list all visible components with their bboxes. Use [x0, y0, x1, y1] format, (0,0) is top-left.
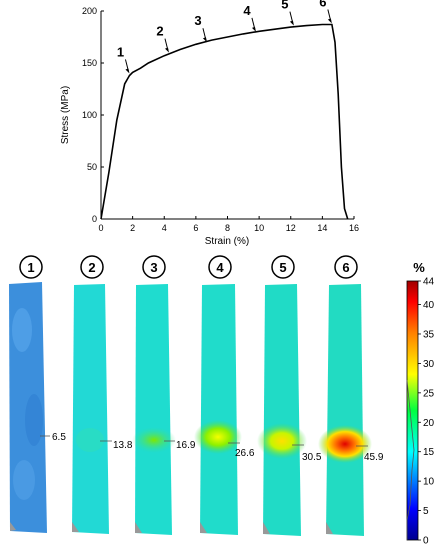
panel-3-field: [135, 284, 172, 535]
annotation-arrowhead: [202, 37, 207, 43]
panel-5-field: [263, 284, 301, 536]
annotation-arrowhead: [125, 68, 130, 74]
colorbar-gradient: [406, 280, 419, 541]
colorbar-tick-label: 5: [423, 506, 429, 517]
panel-6-grip: [326, 522, 333, 534]
panel-1-number-circle: [19, 255, 43, 279]
panel-2-field: [72, 284, 109, 534]
colorbar-tick-label: 20: [423, 418, 435, 429]
x-tick-label: 6: [193, 223, 198, 233]
panel-2-patch: [76, 428, 104, 452]
x-tick-label: 8: [225, 223, 230, 233]
strain-field-panels: 1 6.5 2 13.8 3 16.9: [9, 255, 384, 536]
x-ticks: 0 2 4 6 8 10 12 14 16: [98, 216, 359, 233]
x-tick-label: 12: [286, 223, 296, 233]
panel-3-hotspot: [132, 427, 176, 453]
panel-3-number-circle: [142, 255, 166, 279]
panel-3-number: 3: [150, 260, 157, 275]
x-tick-label: 4: [162, 223, 167, 233]
panel-5-value: 30.5: [302, 452, 322, 463]
x-tick-label: 0: [98, 223, 103, 233]
annotation-label: 2: [156, 24, 163, 39]
x-tick-label: 16: [349, 223, 359, 233]
panel-4-grip: [200, 522, 207, 533]
panel-1-patch: [13, 460, 35, 500]
panel-3-grip: [135, 522, 142, 533]
annotation-arrowhead: [327, 18, 332, 24]
panel-4-hotspot: [194, 420, 242, 454]
panel-5: 5 30.5: [257, 255, 322, 536]
panel-1-patch: [12, 308, 32, 352]
y-ticks: 0 50 100 150 200: [82, 6, 104, 224]
panel-4: 4 26.6: [194, 255, 255, 535]
colorbar-tick-label: 30: [423, 359, 435, 370]
annotation-label: 1: [117, 44, 124, 59]
point-annotations: 1 2 3 4 5 6: [117, 0, 332, 74]
x-tick-label: 10: [254, 223, 264, 233]
panel-2: 2 13.8: [72, 255, 133, 534]
colorbar-ticks: 0 5 10 15 20 25 30 35 40 44: [418, 277, 435, 547]
annotation-arrowhead: [164, 47, 169, 53]
panel-1-patch: [25, 394, 43, 446]
panel-5-grip: [263, 522, 270, 534]
panel-4-number-circle: [208, 255, 232, 279]
panel-5-hotspot: [257, 423, 307, 459]
panel-4-value: 26.6: [235, 448, 255, 459]
colorbar-tick-label: 15: [423, 447, 435, 458]
annotation-arrowhead: [251, 26, 256, 32]
colorbar-tick-label: 10: [423, 477, 435, 488]
annotation-label: 3: [194, 13, 201, 28]
colorbar-tick-label: 25: [423, 388, 435, 399]
panel-1-value: 6.5: [52, 432, 66, 443]
panel-6-number: 6: [342, 260, 349, 275]
series-line: [100, 23, 349, 220]
x-axis-label: Strain (%): [205, 236, 249, 247]
panel-4-number: 4: [216, 260, 224, 275]
y-tick-label: 200: [82, 6, 97, 16]
panel-6-hotspot: [318, 425, 372, 463]
panel-2-number-circle: [80, 255, 104, 279]
colorbar-tick-label: 40: [423, 300, 435, 311]
panel-1-number: 1: [27, 260, 34, 275]
y-tick-label: 50: [87, 162, 97, 172]
y-tick-label: 150: [82, 58, 97, 68]
x-tick-label: 14: [317, 223, 327, 233]
colorbar-title: %: [413, 260, 425, 275]
annotation-label: 5: [281, 0, 288, 12]
panel-4-field: [200, 284, 238, 535]
panel-1: 1 6.5: [9, 255, 66, 533]
annotation-arrowhead: [289, 20, 294, 26]
annotation-label: 6: [319, 0, 326, 10]
x-tick-label: 2: [130, 223, 135, 233]
y-axis-label: Stress (MPa): [60, 86, 71, 144]
panel-6: 6 45.9: [318, 255, 384, 536]
panel-3-value: 16.9: [176, 440, 196, 451]
panel-6-value: 45.9: [364, 452, 384, 463]
panel-2-grip: [72, 522, 79, 532]
colorbar-tick-label: 0: [423, 536, 429, 547]
colorbar-histogram: [406, 379, 415, 540]
panel-2-value: 13.8: [113, 440, 133, 451]
panel-5-number-circle: [271, 255, 295, 279]
panel-5-number: 5: [279, 260, 286, 275]
panel-1-grip: [10, 522, 16, 531]
annotation-label: 4: [243, 3, 251, 18]
y-tick-label: 100: [82, 110, 97, 120]
panel-6-number-circle: [334, 255, 358, 279]
colorbar-tick-label: 35: [423, 329, 435, 340]
colorbar: % 0 5 10 15 20 25 30 35 40 44: [406, 260, 435, 547]
y-tick-label: 0: [92, 214, 97, 224]
panel-3: 3 16.9: [132, 255, 196, 535]
panel-6-field: [326, 284, 364, 536]
colorbar-tick-label: 44: [423, 277, 435, 288]
panel-2-number: 2: [88, 260, 95, 275]
